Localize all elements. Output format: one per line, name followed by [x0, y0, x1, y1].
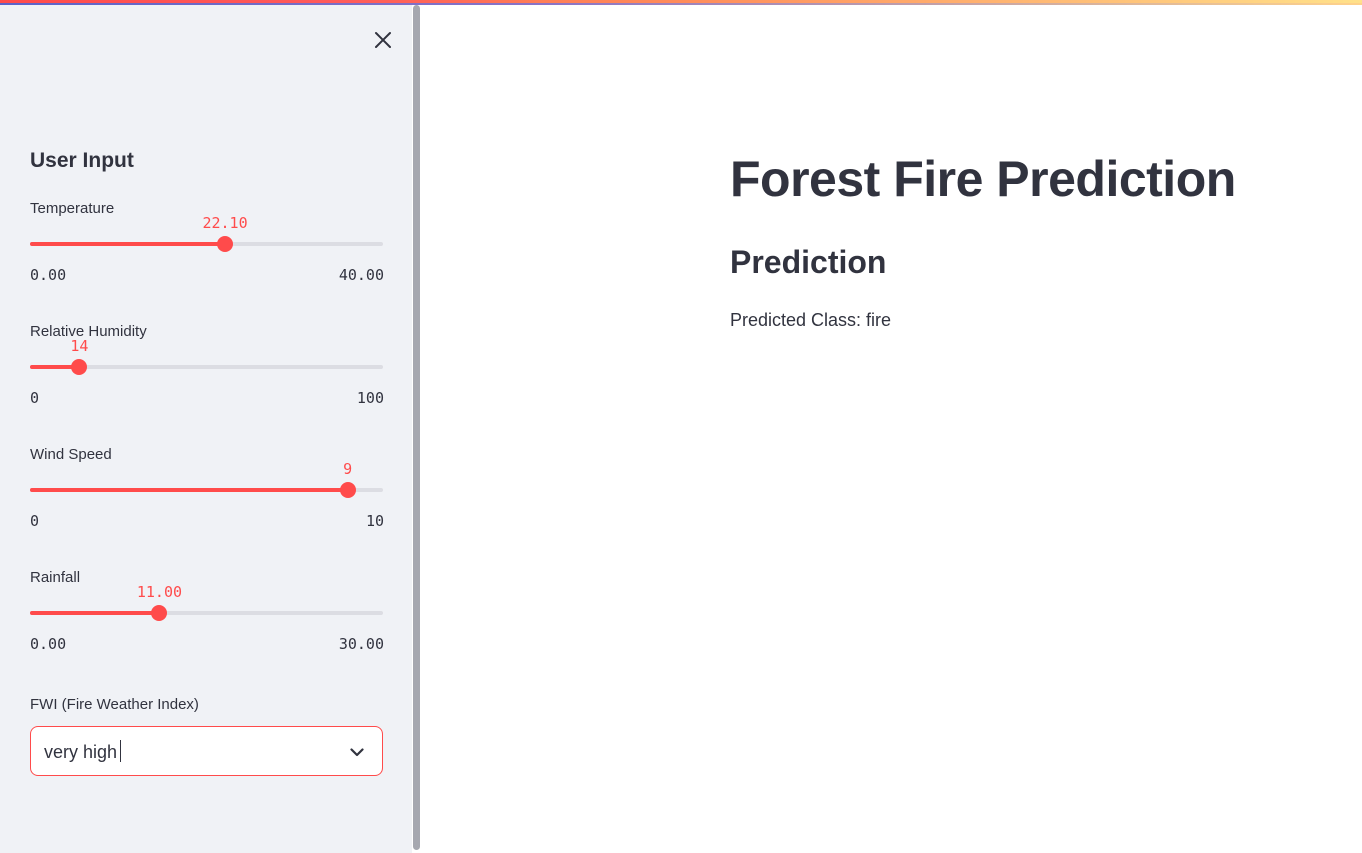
slider-thumb[interactable]	[71, 359, 88, 375]
fwi-select[interactable]: very high	[30, 726, 383, 776]
slider-thumb[interactable]	[151, 605, 168, 621]
app-header-decoration	[0, 0, 1362, 5]
page-title: Forest Fire Prediction	[730, 151, 1236, 207]
slider-fill	[30, 488, 348, 492]
slider-max: 10	[365, 512, 384, 530]
slider-min: 0.00	[30, 635, 67, 653]
slider-thumb[interactable]	[339, 482, 356, 498]
slider-label: Temperature	[30, 200, 115, 217]
slider-min: 0	[30, 512, 40, 530]
slider-label: Rainfall	[30, 569, 81, 586]
sidebar: User Input Temperature 22.10 0.00 40.00 …	[0, 5, 412, 853]
slider-fill	[30, 242, 226, 246]
slider-min: 0.00	[30, 266, 67, 284]
fwi-select-value[interactable]: very high	[44, 740, 122, 763]
sidebar-heading: User Input	[30, 149, 134, 172]
prediction-result: Predicted Class: fire	[730, 310, 892, 330]
slider-max: 40.00	[338, 266, 384, 284]
slider-label: Wind Speed	[30, 446, 112, 463]
slider-max: 30.00	[338, 635, 384, 653]
slider-min: 0	[30, 389, 40, 407]
rainfall-slider[interactable]: Rainfall 11.00 0.00 30.00	[30, 569, 384, 665]
fwi-select-label: FWI (Fire Weather Index)	[30, 696, 199, 713]
sidebar-scrollbar[interactable]	[413, 5, 420, 850]
slider-track[interactable]	[30, 236, 383, 252]
temperature-slider[interactable]: Temperature 22.10 0.00 40.00	[30, 200, 384, 296]
slider-track[interactable]	[30, 482, 383, 498]
slider-track[interactable]	[30, 359, 383, 375]
slider-label: Relative Humidity	[30, 323, 147, 340]
wind-speed-slider[interactable]: Wind Speed 9 0 10	[30, 446, 384, 542]
slider-track[interactable]	[30, 605, 383, 621]
slider-value: 11.00	[136, 583, 183, 601]
slider-thumb[interactable]	[217, 236, 234, 252]
slider-value: 22.10	[202, 214, 248, 232]
slider-value: 9	[343, 460, 353, 478]
slider-fill	[30, 611, 160, 615]
slider-value: 14	[70, 337, 89, 355]
slider-max: 100	[356, 389, 384, 407]
relative-humidity-slider[interactable]: Relative Humidity 14 0 100	[30, 323, 384, 419]
text-cursor	[120, 740, 122, 762]
chevron-down-icon[interactable]	[349, 744, 365, 760]
close-icon	[375, 32, 391, 48]
close-sidebar-button[interactable]	[370, 27, 396, 53]
select-value-text: very high	[44, 742, 118, 762]
section-title: Prediction	[730, 244, 887, 280]
slider-fill	[30, 365, 80, 369]
